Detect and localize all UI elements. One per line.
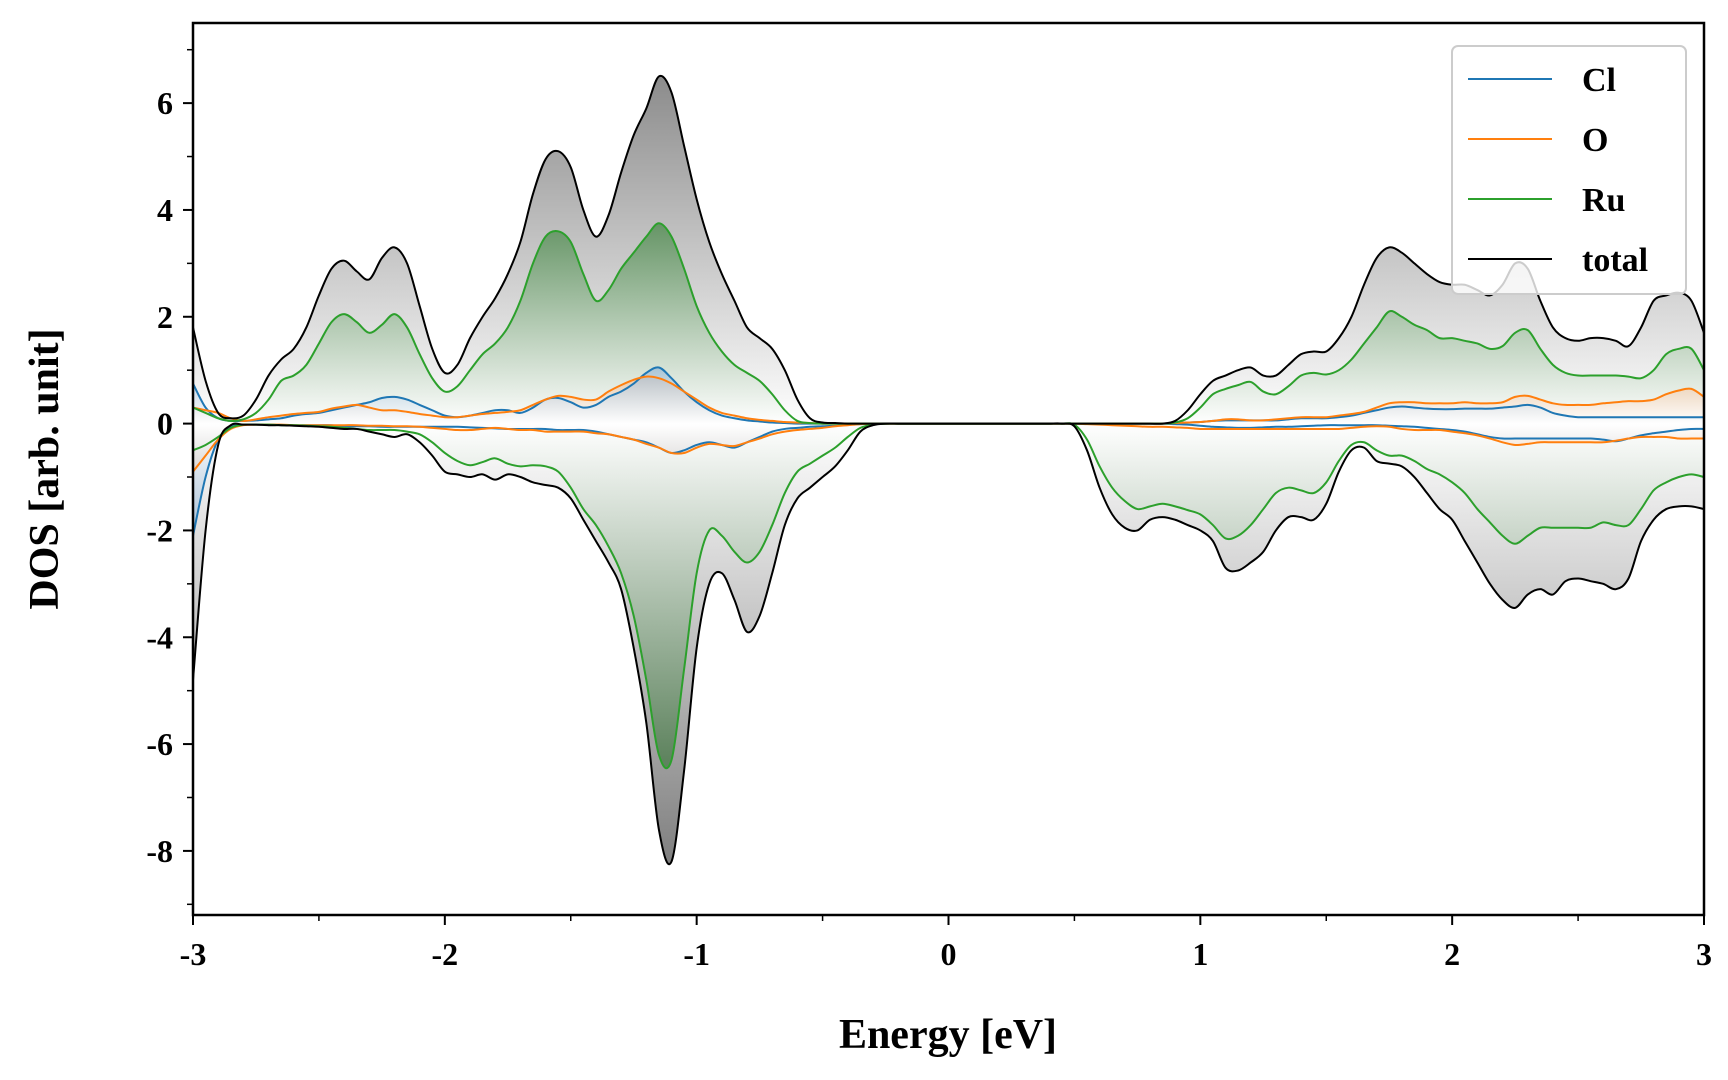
y-tick-label: 4 [157, 192, 173, 228]
y-tick-label: 6 [157, 85, 173, 121]
y-axis: -8 -6 -4 -2 0 2 4 6 [146, 48, 193, 906]
x-axis-title: Energy [eV] [839, 1012, 1057, 1058]
y-tick-label: -2 [146, 512, 173, 548]
x-tick-label: -1 [683, 936, 710, 972]
area-cl-spin-up [193, 367, 1704, 424]
x-tick-label: -3 [180, 936, 207, 972]
legend-label-o: O [1582, 122, 1608, 159]
x-tick-label: 3 [1696, 936, 1712, 972]
x-tick-label: 0 [941, 936, 957, 972]
y-tick-label: 2 [157, 299, 173, 335]
x-tick-label: 1 [1192, 936, 1208, 972]
area-cl-spin-down [193, 423, 1704, 536]
dos-fill-areas [193, 75, 1704, 865]
legend-box [1451, 45, 1687, 295]
legend: Cl O Ru total [1451, 45, 1687, 295]
x-axis: -3 -2 -1 0 1 2 3 [180, 915, 1712, 972]
y-axis-title: DOS [arb. unit] [22, 328, 68, 609]
y-tick-label: -4 [146, 619, 173, 655]
y-tick-label: -6 [146, 726, 173, 762]
x-tick-label: -2 [432, 936, 459, 972]
legend-label-cl: Cl [1582, 62, 1616, 99]
area-ru-spin-down [193, 423, 1704, 769]
y-tick-label: -8 [146, 833, 173, 869]
x-tick-label: 2 [1444, 936, 1460, 972]
legend-label-ru: Ru [1582, 182, 1625, 219]
line-total-spin-down [193, 422, 1704, 865]
y-tick-label: 0 [157, 406, 173, 442]
area-ru-spin-up [193, 223, 1704, 424]
legend-label-total: total [1582, 242, 1648, 279]
